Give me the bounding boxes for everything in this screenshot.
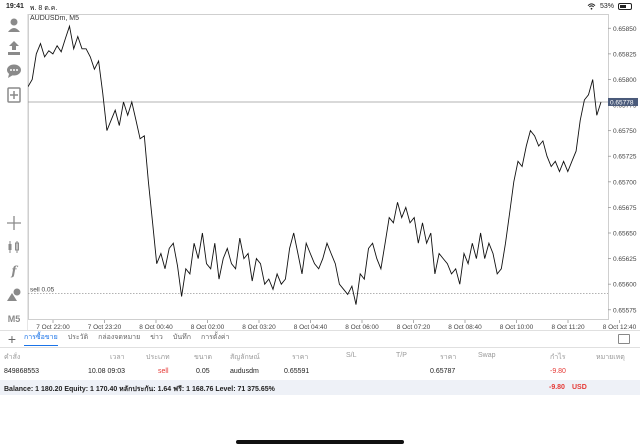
y-tick-label: 0.65750 — [613, 128, 637, 135]
x-tick-label: 8 Oct 02:00 — [191, 324, 225, 330]
y-tick-label: 0.65625 — [613, 256, 637, 263]
tab-1[interactable]: ประวัติ — [67, 334, 89, 341]
y-tick-label: 0.65800 — [613, 77, 637, 84]
tabs: การซื้อขาย ประวัติ กล่องจดหมาย ข่าว บันทึก กา… — [24, 332, 229, 346]
size-cell: 0.05 — [196, 368, 210, 375]
x-tick-label: 7 Oct 22:00 — [36, 324, 70, 330]
y-tick-label: 0.65850 — [613, 26, 637, 33]
chat-icon[interactable] — [5, 62, 23, 80]
status-date: พ. 8 ต.ค. — [29, 5, 58, 12]
y-tick-label: 0.65775 — [613, 103, 637, 110]
symbol-cell: audusdm — [230, 368, 259, 375]
current-price-tag — [608, 97, 638, 106]
x-tick-label: 8 Oct 10:00 — [500, 324, 534, 330]
home-indicator[interactable] — [236, 440, 404, 444]
profit-cell: -9.80 — [550, 368, 566, 375]
x-tick-label: 8 Oct 11:20 — [551, 324, 585, 330]
chart-symbol-label: AUDUSDm, M5 — [30, 15, 80, 22]
timeframe-button[interactable]: M5 — [5, 310, 23, 328]
left-toolbar: f M5 — [0, 14, 28, 330]
balance-text: Balance: 1 180.20 Equity: 1 170.40 หลักป… — [4, 386, 275, 393]
tab-4[interactable]: บันทึก — [172, 334, 191, 341]
tab-3[interactable]: ข่าว — [150, 334, 163, 341]
status-time: 19:41 — [6, 3, 24, 10]
x-tick-label: 8 Oct 03:20 — [242, 324, 276, 330]
x-tick-label: 8 Oct 08:40 — [448, 324, 482, 330]
y-tick-label: 0.65825 — [613, 51, 637, 58]
bottom-tab-bar: + การซื้อขาย ประวัติ กล่องจดหมาย ข่าว บันทึก… — [0, 330, 640, 348]
timeframe-label: M5 — [7, 314, 21, 324]
column-header: ขนาด — [194, 354, 213, 361]
x-tick-label: 7 Oct 23:20 — [88, 324, 122, 330]
price-cell: 0.65591 — [284, 368, 310, 375]
trade-table: คำสั่ง เวลา ประเภท ขนาด สัญลักษณ์ ราคา S/L T/P ร… — [0, 348, 640, 380]
y-tick-label: 0.65600 — [613, 282, 637, 289]
column-header: ประเภท — [146, 354, 170, 361]
type-cell: sell — [158, 368, 169, 375]
balance-row: Balance: 1 180.20 Equity: 1 170.40 หลักป… — [0, 380, 640, 395]
add-order-button[interactable]: + — [7, 331, 17, 347]
plot-frame — [28, 14, 609, 320]
y-tick-label: 0.65675 — [613, 205, 637, 212]
order-line-label: sell 0.05 — [30, 286, 55, 293]
balance-profit: -9.80 — [549, 384, 565, 391]
function-icon[interactable]: f — [11, 264, 17, 278]
column-header: หมายเหตุ — [596, 354, 625, 361]
order-cell: 849868553 — [4, 368, 40, 375]
column-header: สัญลักษณ์ — [230, 354, 260, 361]
add-document-icon[interactable] — [5, 86, 23, 104]
tab-5[interactable]: การตั้งค่า — [200, 334, 230, 341]
y-tick-label: 0.65650 — [613, 230, 637, 237]
battery-percent: 53% — [599, 3, 614, 10]
wifi-icon — [587, 3, 596, 10]
objects-icon[interactable] — [5, 286, 23, 304]
crosshair-icon[interactable] — [5, 214, 23, 232]
column-header: T/P — [396, 352, 407, 359]
column-header: เวลา — [110, 354, 125, 361]
x-tick-label: 8 Oct 06:00 — [345, 324, 379, 330]
trade-icon[interactable] — [5, 39, 23, 57]
x-tick-label: 8 Oct 00:40 — [139, 324, 173, 330]
layout-toggle-icon[interactable] — [618, 334, 630, 344]
status-bar: 19:41 พ. 8 ต.ค. 53% — [0, 0, 640, 14]
x-tick-label: 8 Oct 12:40 — [603, 324, 637, 330]
table-row[interactable]: 849868553 10.08 09:03 sell 0.05 audusdm … — [0, 364, 640, 380]
column-header: S/L — [346, 352, 357, 359]
tab-0[interactable]: การซื้อขาย — [24, 332, 58, 346]
column-header: ราคา — [292, 354, 309, 361]
y-tick-label: 0.65575 — [613, 307, 637, 314]
price-chart[interactable]: 0.65850 0.65825 0.65800 0.65775 0.65750 0.657… — [28, 14, 640, 330]
tab-2[interactable]: กล่องจดหมาย — [98, 334, 141, 341]
x-tick-label: 8 Oct 07:20 — [397, 324, 431, 330]
time-cell: 10.08 09:03 — [88, 368, 125, 375]
x-tick-label: 8 Oct 04:40 — [294, 324, 328, 330]
chart-svg[interactable]: 0.65850 0.65825 0.65800 0.65775 0.65750 0.657… — [28, 14, 640, 330]
current-price-cell: 0.65787 — [430, 368, 456, 375]
candles-icon[interactable] — [5, 238, 23, 256]
y-tick-label: 0.65725 — [613, 154, 637, 161]
y-tick-label: 0.65700 — [613, 179, 637, 186]
table-header: คำสั่ง เวลา ประเภท ขนาด สัญลักษณ์ ราคา S/L T/P ร… — [0, 348, 640, 364]
price-series-line — [28, 24, 602, 305]
battery-icon — [618, 3, 632, 10]
current-price-label: 0.65778 — [610, 99, 634, 106]
column-header: Swap — [478, 352, 496, 359]
column-header: คำสั่ง — [4, 354, 21, 361]
person-icon[interactable] — [5, 16, 23, 34]
column-header: ราคา — [440, 354, 457, 361]
balance-currency: USD — [572, 384, 587, 391]
column-header: กำไร — [550, 354, 566, 361]
